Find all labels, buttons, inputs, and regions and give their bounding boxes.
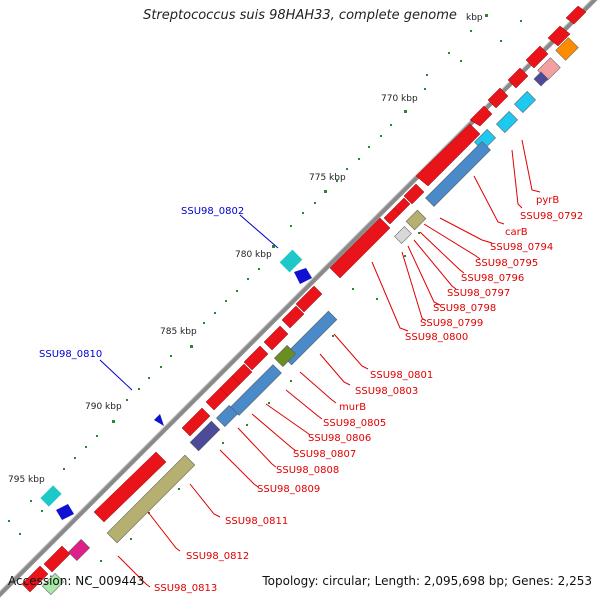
accession-text: Accession: NC_009443 [8, 574, 145, 588]
gene-label[interactable]: SSU98_0802 [181, 206, 244, 217]
gene-label[interactable]: SSU98_0810 [39, 349, 102, 360]
feature-box[interactable] [274, 345, 296, 367]
gene-arrow[interactable] [525, 45, 549, 69]
gene-arrow[interactable] [154, 414, 164, 426]
feature-box[interactable] [514, 91, 536, 113]
gene-arrow[interactable] [403, 183, 425, 205]
gene-arrow[interactable] [93, 451, 167, 523]
gene-arrow[interactable] [281, 305, 305, 329]
gene-label[interactable]: SSU98_0811 [225, 516, 288, 527]
feature-box[interactable] [216, 405, 238, 427]
gene-arrow[interactable] [205, 387, 229, 411]
gene-arrow[interactable] [21, 565, 49, 593]
gene-arrow[interactable] [294, 268, 312, 284]
gene-arrow[interactable] [507, 67, 529, 89]
label-leaders-left [99, 214, 279, 391]
gene-label[interactable]: SSU98_0799 [420, 318, 483, 329]
feature-box[interactable] [425, 141, 491, 207]
gene-label[interactable]: SSU98_0794 [490, 242, 553, 253]
feature-box[interactable] [279, 249, 303, 273]
feature-box[interactable] [42, 573, 64, 595]
gene-label[interactable]: pyrB [536, 195, 559, 206]
gene-label[interactable]: SSU98_0808 [276, 465, 339, 476]
gene-arrow[interactable] [56, 504, 74, 520]
feature-box[interactable] [555, 37, 579, 61]
feature-box[interactable] [496, 111, 518, 133]
gene-label[interactable]: SSU98_0795 [475, 258, 538, 269]
forward-genes[interactable] [21, 5, 587, 593]
gene-labels-left[interactable]: SSU98_0802 SSU98_0810 [39, 206, 244, 360]
gene-arrow[interactable] [243, 345, 269, 371]
scale-label: 785 kbp [160, 327, 197, 337]
gene-label[interactable]: SSU98_0812 [186, 551, 249, 562]
outer-features[interactable] [40, 249, 312, 520]
scale-label: 790 kbp [85, 402, 122, 412]
gene-arrow[interactable] [263, 325, 289, 351]
feature-box[interactable] [68, 539, 90, 561]
feature-box[interactable] [40, 485, 62, 507]
gene-label[interactable]: SSU98_0796 [461, 273, 524, 284]
gene-arrow[interactable] [43, 545, 71, 573]
gene-label[interactable]: carB [505, 227, 528, 238]
feature-boxes[interactable] [42, 37, 579, 595]
gene-label[interactable]: SSU98_0792 [520, 211, 583, 222]
scale-ticks [8, 14, 522, 535]
gene-arrow[interactable] [415, 123, 481, 187]
gene-arrow[interactable] [383, 207, 401, 225]
feature-box[interactable] [189, 420, 221, 452]
gene-label[interactable]: SSU98_0797 [447, 288, 510, 299]
gene-arrow[interactable] [565, 5, 587, 25]
gene-arrow[interactable] [487, 87, 509, 109]
scale-label: 775 kbp [309, 173, 346, 183]
gene-label[interactable]: murB [339, 402, 366, 413]
gene-label[interactable]: SSU98_0807 [293, 449, 356, 460]
gene-label[interactable]: SSU98_0798 [433, 303, 496, 314]
scale-label: 780 kbp [235, 250, 272, 260]
gene-arrow[interactable] [329, 217, 391, 279]
feature-box[interactable] [533, 71, 549, 87]
feature-box[interactable] [106, 454, 196, 544]
gene-label[interactable]: SSU98_0803 [355, 386, 418, 397]
genome-summary: Topology: circular; Length: 2,095,698 bp… [262, 574, 592, 588]
gene-label[interactable]: SSU98_0801 [370, 370, 433, 381]
scale-label: 770 kbp [381, 94, 418, 104]
gene-labels-right[interactable]: pyrB SSU98_0792 carB SSU98_0794 SSU98_07… [154, 195, 583, 594]
gene-label[interactable]: SSU98_0813 [154, 583, 217, 594]
scale-label-partial: kbp [466, 13, 483, 23]
gene-label[interactable]: SSU98_0806 [308, 433, 371, 444]
gene-arrow[interactable] [469, 105, 493, 127]
gene-label[interactable]: SSU98_0800 [405, 332, 468, 343]
gene-arrow[interactable] [181, 407, 211, 437]
scale-label: 795 kbp [8, 475, 45, 485]
feature-box[interactable] [405, 209, 427, 231]
label-leaders [117, 139, 541, 588]
feature-box[interactable] [394, 226, 412, 244]
gene-label[interactable]: SSU98_0809 [257, 484, 320, 495]
gene-arrow[interactable] [547, 25, 571, 47]
gene-arrow[interactable] [295, 285, 323, 313]
gene-label[interactable]: SSU98_0805 [323, 418, 386, 429]
map-title: Streptococcus suis 98HAH33, complete gen… [143, 8, 457, 23]
